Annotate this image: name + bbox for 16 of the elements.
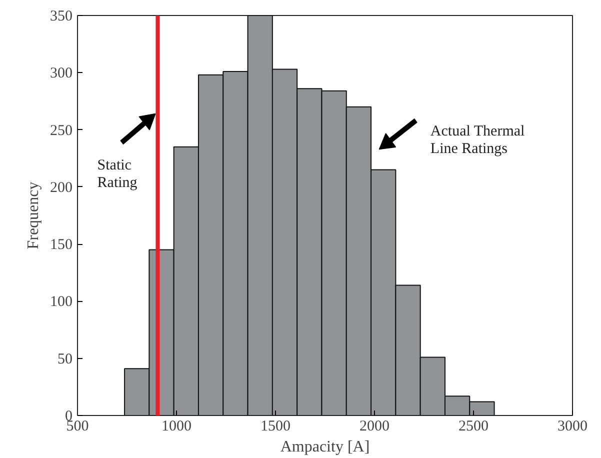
x-tick-label: 2500 <box>458 418 488 434</box>
x-tick-label: 1000 <box>162 418 192 434</box>
annotation: Actual Thermal Line Ratings <box>430 124 525 158</box>
y-tick-label: 250 <box>50 122 72 139</box>
x-axis-title: Ampacity [A] <box>280 438 370 456</box>
y-tick-label: 300 <box>50 66 72 82</box>
x-tick-label: 3000 <box>558 418 588 434</box>
y-tick-label: 100 <box>50 294 72 310</box>
x-tick-label: 1500 <box>260 418 290 434</box>
y-tick-label: 150 <box>50 237 72 254</box>
x-tick-label: 2000 <box>360 418 390 434</box>
y-tick-label: 50 <box>58 351 72 368</box>
y-axis-title: Frequency <box>25 182 42 250</box>
annotation: Static Rating <box>97 158 138 192</box>
y-tick-label: 350 <box>50 8 72 24</box>
y-tick-label: 200 <box>50 180 72 196</box>
